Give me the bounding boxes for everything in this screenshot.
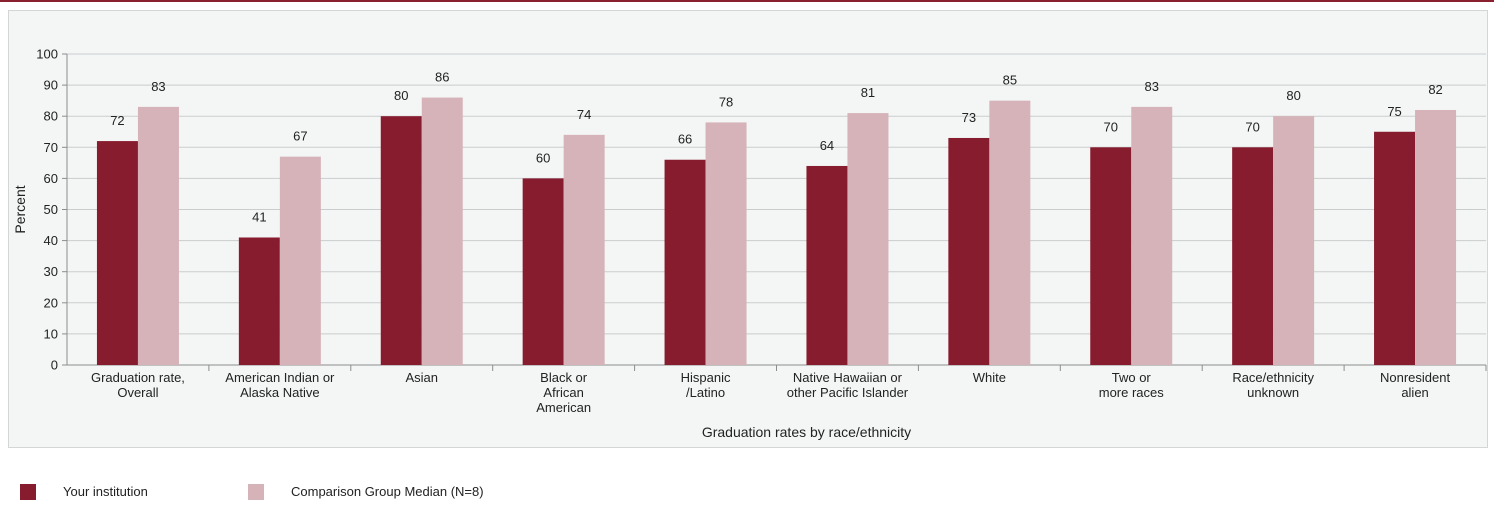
legend-label-comparison-median: Comparison Group Median (N=8) [291, 484, 484, 499]
bar-your-institution [238, 237, 280, 365]
data-label: 83 [1145, 79, 1159, 94]
bar-your-institution [522, 178, 564, 365]
bar-comparison-median [421, 97, 463, 365]
legend-swatch-comparison-median [248, 484, 264, 500]
category-label: Race/ethnicity unknown [1232, 370, 1314, 400]
y-tick-label: 100 [36, 47, 58, 62]
category-label: Hispanic/Latino [681, 370, 731, 400]
bar-comparison-median [137, 106, 179, 366]
bar-your-institution [1374, 131, 1416, 365]
bar-your-institution [806, 165, 848, 365]
category-label-line: African [543, 385, 583, 400]
category-label-line: other Pacific Islander [787, 385, 909, 400]
data-label: 41 [252, 209, 266, 224]
data-label: 67 [293, 129, 307, 144]
category-label: Nonresident alien [1380, 370, 1450, 400]
y-tick-label: 10 [44, 326, 58, 341]
bar-your-institution [96, 141, 138, 365]
legend-swatch-your-institution [20, 484, 36, 500]
chart-panel: 0 10 20 30 40 50 60 70 80 90 100 Percent 72 83 Graduat… [8, 10, 1488, 448]
category-label-line: /Latino [686, 385, 725, 400]
category-label: Graduation rate, Overall [91, 370, 185, 400]
y-tick-label: 50 [44, 202, 58, 217]
category-label-line: Overall [117, 385, 158, 400]
bar-comparison-median [847, 113, 889, 365]
category-label-line: White [973, 370, 1006, 385]
data-label: 86 [435, 70, 449, 85]
data-label: 64 [820, 138, 834, 153]
bar-your-institution [664, 159, 706, 365]
data-label: 66 [678, 132, 692, 147]
bar-your-institution [948, 137, 990, 365]
category-label-line: Nonresident [1380, 370, 1450, 385]
category-label: Two or more races [1099, 370, 1165, 400]
data-label: 60 [536, 150, 550, 165]
data-label: 78 [719, 94, 733, 109]
data-label: 80 [1286, 88, 1300, 103]
category-label-line: Alaska Native [240, 385, 319, 400]
category-label: Black or African American [536, 370, 591, 415]
data-label: 72 [110, 113, 124, 128]
bar-comparison-median [1415, 109, 1457, 365]
bar-your-institution [380, 116, 422, 365]
category-label: Asian [405, 370, 438, 385]
category-label-line: Asian [405, 370, 438, 385]
category-label-line: more races [1099, 385, 1165, 400]
category-label: American Indian or Alaska Native [225, 370, 335, 400]
y-tick-label: 0 [51, 358, 58, 373]
y-tick-label: 30 [44, 264, 58, 279]
data-label: 75 [1387, 104, 1401, 119]
data-label: 73 [962, 110, 976, 125]
y-tick-label: 40 [44, 233, 58, 248]
category-label-line: unknown [1247, 385, 1299, 400]
category-label: White [973, 370, 1006, 385]
category-label-line: Black or [540, 370, 588, 385]
bar-comparison-median [563, 134, 605, 365]
bar-comparison-median [989, 100, 1031, 366]
bar-your-institution [1232, 147, 1274, 365]
bar-your-institution [1090, 147, 1132, 365]
category-label-line: Graduation rate, [91, 370, 185, 385]
data-label: 81 [861, 85, 875, 100]
bar-comparison-median [279, 156, 321, 365]
category-label-line: American [536, 400, 591, 415]
data-label: 70 [1104, 119, 1118, 134]
data-label: 82 [1428, 82, 1442, 97]
category-label: Native Hawaiian or other Pacific Islander [787, 370, 909, 400]
legend: Your institution Comparison Group Median… [8, 478, 908, 502]
category-label-line: American Indian or [225, 370, 335, 385]
data-label: 80 [394, 88, 408, 103]
category-label-line: Hispanic [681, 370, 731, 385]
bar-chart: 0 10 20 30 40 50 60 70 80 90 100 Percent 72 83 Graduat… [12, 47, 1487, 440]
bar-comparison-median [705, 122, 747, 365]
y-tick-label: 90 [44, 78, 58, 93]
data-label: 74 [577, 107, 591, 122]
y-tick-label: 70 [44, 140, 58, 155]
data-label: 70 [1245, 119, 1259, 134]
y-axis-title: Percent [12, 185, 28, 233]
top-rule [0, 0, 1494, 2]
category-label-line: alien [1401, 385, 1428, 400]
category-label-line: Two or [1112, 370, 1152, 385]
category-label-line: Native Hawaiian or [793, 370, 903, 385]
y-tick-label: 80 [44, 109, 58, 124]
x-axis-title: Graduation rates by race/ethnicity [702, 424, 911, 440]
data-label: 83 [151, 79, 165, 94]
y-tick-label: 20 [44, 295, 58, 310]
y-tick-label: 60 [44, 171, 58, 186]
legend-label-your-institution: Your institution [63, 484, 148, 499]
bar-comparison-median [1273, 116, 1315, 365]
category-label-line: Race/ethnicity [1232, 370, 1314, 385]
data-label: 85 [1003, 73, 1017, 88]
bar-comparison-median [1131, 106, 1173, 366]
